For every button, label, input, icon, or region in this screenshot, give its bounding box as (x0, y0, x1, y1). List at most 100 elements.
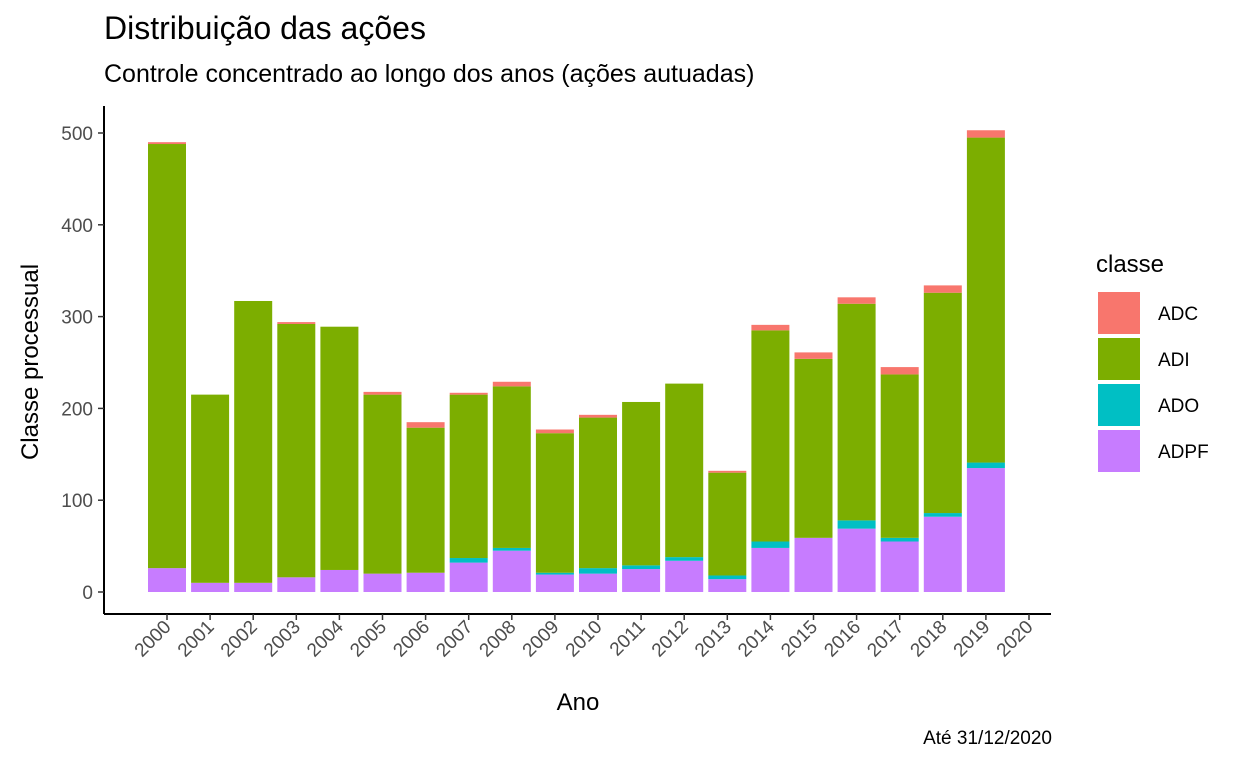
bar-adi-2013 (708, 472, 747, 576)
x-tick-label-2013: 2013 (691, 617, 736, 662)
x-tick-label-2005: 2005 (346, 617, 391, 662)
bar-adpf-2013 (708, 579, 747, 592)
bar-adpf-2004 (320, 569, 359, 592)
bar-ado-2018 (923, 513, 962, 517)
y-tick-label-400: 400 (61, 216, 93, 237)
bar-ado-2012 (665, 557, 704, 561)
bar-adi-2008 (492, 386, 531, 548)
y-tick-label-200: 200 (61, 399, 93, 420)
bar-adi-2015 (794, 358, 833, 538)
bar-adi-2006 (406, 427, 445, 573)
bar-adpf-2011 (622, 569, 661, 592)
bar-adc-2010 (579, 414, 617, 418)
legend-label-adc: ADC (1158, 304, 1198, 325)
bar-adpf-2017 (880, 541, 919, 592)
bar-adpf-2005 (363, 573, 402, 592)
bar-ado-2007 (449, 558, 488, 563)
x-tick-label-2008: 2008 (476, 617, 521, 662)
bar-adi-2003 (277, 323, 316, 578)
bar-ado-2019 (966, 462, 1005, 469)
x-tick-label-2015: 2015 (777, 617, 822, 662)
legend-key-adpf (1098, 430, 1140, 472)
bar-adc-2008 (492, 381, 531, 387)
bar-adi-2000 (148, 144, 186, 569)
bar-adpf-2012 (665, 560, 704, 592)
x-tick-label-2011: 2011 (606, 617, 650, 661)
bar-adi-2010 (579, 417, 617, 569)
bar-adi-2007 (449, 394, 488, 559)
legend-key-ado (1098, 384, 1140, 426)
bar-adc-2019 (966, 130, 1005, 138)
legend-label-adi: ADI (1158, 350, 1190, 371)
bar-ado-2010 (579, 568, 617, 574)
bar-adc-2007 (449, 392, 488, 395)
bar-adc-2014 (751, 324, 790, 331)
x-tick-label-2006: 2006 (389, 617, 434, 662)
bar-ado-2014 (751, 541, 790, 548)
x-tick-label-2007: 2007 (432, 617, 477, 662)
legend-label-adpf: ADPF (1158, 442, 1209, 463)
x-tick-label-2004: 2004 (303, 616, 348, 661)
y-axis: 0 100 200 300 400 500 (61, 106, 105, 614)
bar-adi-2001 (191, 394, 230, 583)
bar-adi-2014 (751, 330, 790, 542)
bar-ado-2013 (708, 575, 747, 580)
legend-label-ado: ADO (1158, 396, 1199, 417)
bar-adi-2005 (363, 394, 402, 574)
bar-adc-2018 (923, 285, 962, 293)
bar-adi-2011 (622, 401, 661, 566)
bar-ado-2008 (492, 547, 531, 551)
bar-adpf-2010 (579, 573, 617, 592)
bar-adc-2006 (406, 422, 445, 428)
y-tick-label-300: 300 (61, 308, 93, 329)
bar-adpf-2002 (234, 582, 273, 592)
bar-ado-2011 (622, 565, 661, 570)
bar-adpf-2006 (406, 572, 445, 592)
x-tick-label-2012: 2012 (648, 617, 693, 662)
bar-adpf-2007 (449, 562, 488, 592)
x-tick-label-2016: 2016 (820, 617, 865, 662)
x-tick-label-2002: 2002 (217, 617, 262, 662)
x-axis: 2000200120022003200420052006200720082009… (104, 613, 1051, 662)
x-axis-title: Ano (557, 689, 600, 716)
bar-adc-2000 (148, 142, 186, 145)
bar-adc-2009 (535, 429, 574, 434)
x-tick-label-2020: 2020 (993, 617, 1038, 662)
bar-adpf-2008 (492, 550, 531, 592)
bar-adi-2016 (837, 303, 876, 521)
bar-adi-2012 (665, 383, 704, 558)
bar-adpf-2018 (923, 516, 962, 592)
bar-adi-2002 (234, 300, 273, 583)
x-tick-label-2010: 2010 (562, 617, 607, 662)
y-axis-title: Classe processual (17, 264, 44, 460)
x-tick-label-2019: 2019 (950, 617, 995, 662)
x-tick-label-2001: 2001 (174, 617, 219, 662)
bar-adpf-2014 (751, 547, 790, 592)
bar-adpf-2015 (794, 537, 833, 592)
bar-adpf-2003 (277, 577, 316, 592)
bar-adpf-2016 (837, 528, 876, 592)
bar-adi-2009 (535, 433, 574, 573)
y-tick-label-500: 500 (61, 124, 93, 145)
bar-adpf-2000 (148, 568, 186, 592)
chart-caption: Até 31/12/2020 (923, 728, 1052, 749)
legend: classe ADC ADI ADO ADPF (1096, 251, 1209, 472)
y-tick-label-100: 100 (61, 491, 93, 512)
legend-title: classe (1096, 251, 1164, 278)
legend-key-adc (1098, 292, 1140, 334)
bar-ado-2017 (880, 537, 919, 542)
legend-key-adi (1098, 338, 1140, 380)
bar-adi-2004 (320, 326, 359, 570)
bar-adc-2017 (880, 367, 919, 375)
x-tick-label-2000: 2000 (131, 617, 176, 662)
bar-adi-2017 (880, 374, 919, 538)
x-tick-label-2018: 2018 (907, 617, 952, 662)
bar-adc-2016 (837, 297, 876, 304)
bar-ado-2009 (535, 572, 574, 575)
x-tick-label-2017: 2017 (863, 617, 908, 662)
bar-adpf-2001 (191, 582, 230, 592)
bar-adc-2013 (708, 470, 747, 473)
x-tick-label-2009: 2009 (519, 617, 564, 662)
bar-adpf-2019 (966, 468, 1005, 592)
bar-adc-2003 (277, 322, 316, 324)
